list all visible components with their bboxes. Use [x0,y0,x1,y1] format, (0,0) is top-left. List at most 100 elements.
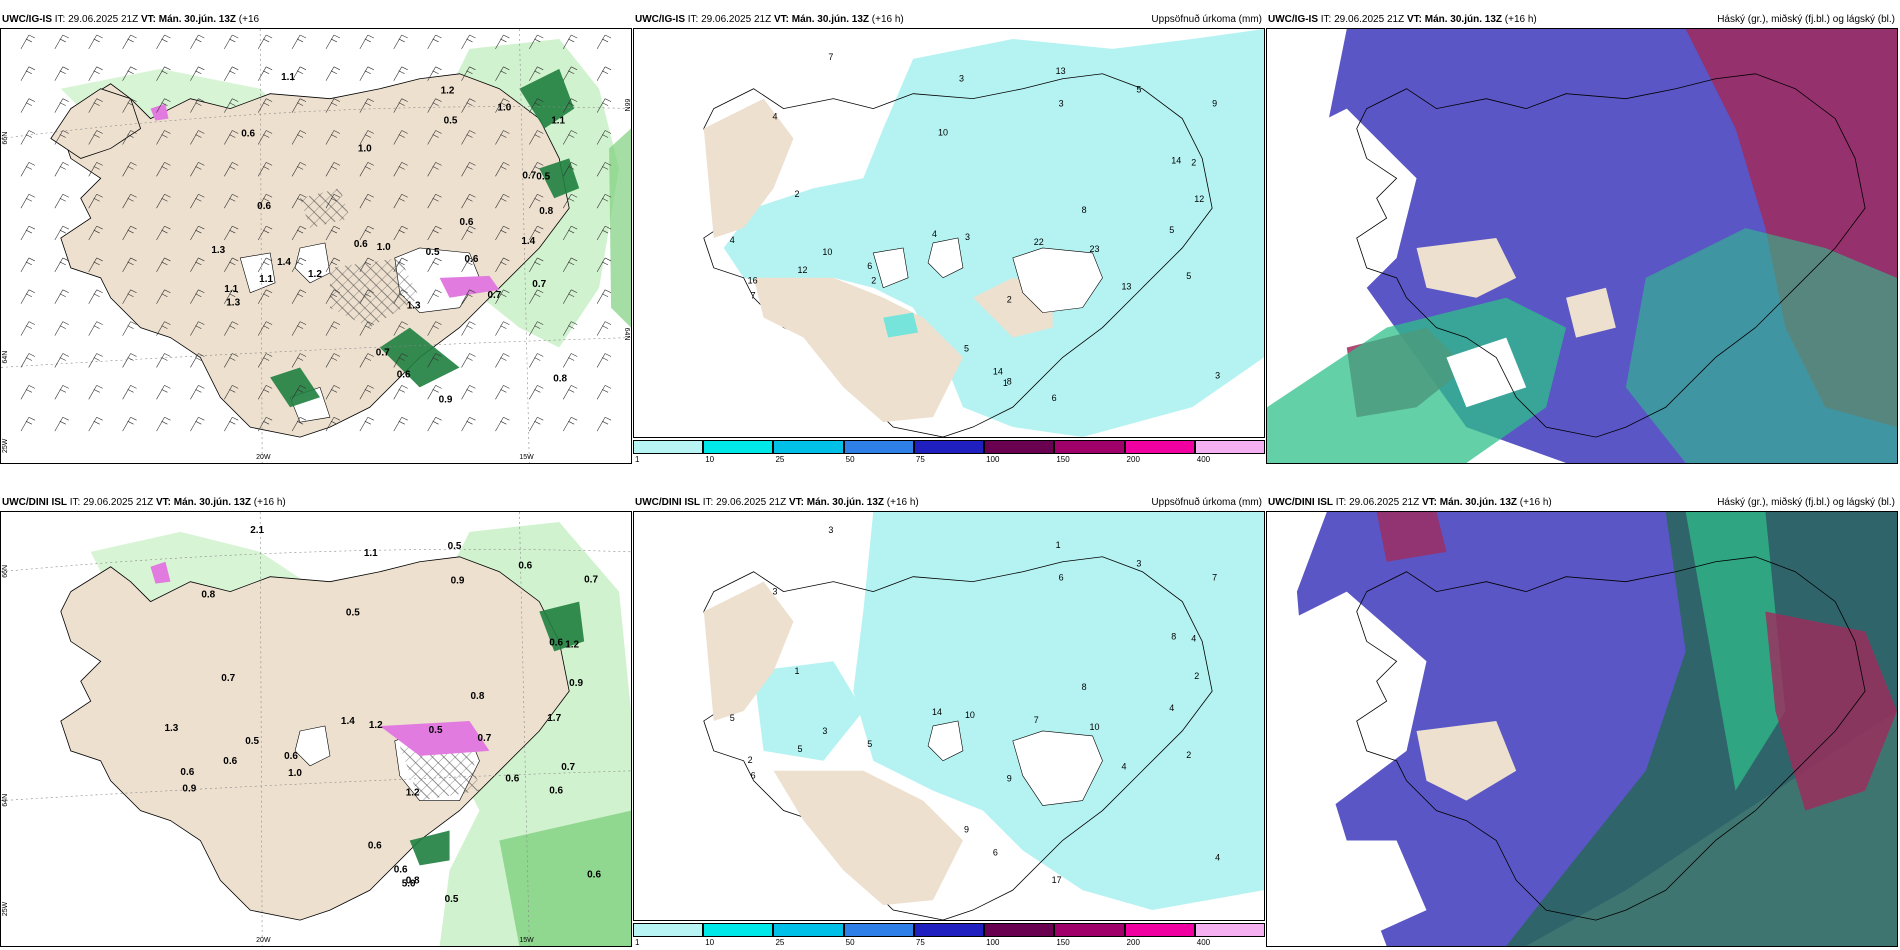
westfjords [50,88,142,159]
value-label: 22 [1034,237,1044,247]
value-label: 0.7 [487,290,501,301]
wind-barb [562,98,578,113]
colorbar: 1 10 25 50 75 100 150 200 400 [633,438,1265,464]
map-svg: 2543679853462512141222231416131013423571… [634,29,1264,437]
colorbar-tick: 150 [1056,455,1070,464]
value-label: 1.1 [364,548,378,559]
lat-label-64n: 64N [2,351,9,364]
wind-barb [495,353,510,368]
wind-barb [122,98,137,113]
colorbar-swatch [1124,923,1195,937]
value-label: 0.6 [241,129,255,140]
value-label: 5 [964,343,969,353]
wind-barb [54,162,69,177]
value-label: 1.3 [226,298,240,309]
wind-barb [427,321,442,336]
value-label: 2 [748,755,753,765]
wind-barb [291,98,307,113]
iceland-land [1356,73,1866,438]
precip-area-magenta [439,275,500,298]
init-time: IT: 29.06.2025 21Z [702,497,787,508]
value-label: 0.9 [451,576,465,587]
map-area[interactable]: 1 2 3 4 5 6 7 8 9 10 14 17 4 3 2 6 5 7 10 8 2 4 3 1 5 9 6 4 3 [633,511,1265,921]
value-label: 1 [794,666,799,676]
wind-barb [359,353,374,368]
value-label: 4 [1215,852,1220,862]
cloud-low [1685,512,1786,791]
wind-barb [257,193,273,209]
lat-label-66n: 66N [2,132,9,145]
panel-title: UWC/IG-IS IT: 29.06.2025 21Z VT: Mán. 30… [1266,12,1898,28]
wind-barb [562,130,578,145]
wind-barb [122,416,137,432]
colorbar-swatch [1054,440,1125,454]
wind-barb [461,289,476,304]
wind-barb [257,162,273,177]
colorbar-tick: 50 [845,455,855,464]
wind-barb [325,98,341,113]
wind-barb [122,130,137,145]
colorbar-swatch [773,440,844,454]
map-area[interactable]: 20W 15W 66N 64N 25W 66N 64N 0.6 0.7 0.6 0.8… [0,28,632,464]
wind-barb [122,289,137,304]
wind-barb [495,98,510,113]
wind-barb [291,353,307,368]
wind-barb [596,162,612,177]
wind-barb [291,289,307,304]
colorbar-swatch [633,440,704,454]
value-label: 0.7 [584,575,598,586]
wind-barb [427,130,442,145]
lat-label-66n-right: 66N [623,99,630,112]
wind-barb [122,66,137,81]
wind-barb [562,66,578,81]
value-label: 0.6 [465,254,479,265]
clear-sky [1267,108,1417,348]
colorbar-swatch [703,923,774,937]
wind-barb [596,385,612,400]
map-area[interactable]: 2 5 4 3 6 7 9 8 5 3 4 6 2 5 12 14 12 22 23 14 16 13 10 13 4 2 3 5 7 1… [633,28,1265,438]
wind-barb [325,289,341,304]
lead-time: (+16 h) [871,14,904,25]
wind-barb [461,66,476,81]
map-area[interactable] [1266,28,1898,464]
colorbar-swatch [984,923,1055,937]
land-visible [1416,238,1517,298]
wind-barb [596,193,612,209]
wind-barb [529,416,544,432]
wind-barb [20,193,36,209]
wind-barb [461,98,476,113]
value-label: 0.5 [448,541,462,552]
value-label: 1.2 [406,788,420,799]
value-label: 0.6 [587,869,601,880]
init-time: IT: 29.06.2025 21Z [69,497,154,508]
value-label: 1.0 [288,768,302,779]
wind-barb [325,257,341,273]
wind-barb [20,162,36,177]
clear-sky [1267,591,1427,831]
wind-barb [190,353,205,368]
value-label: 0.7 [376,348,390,359]
model-name: UWC/IG-IS [635,14,685,25]
colorbar-tick: 200 [1126,455,1140,464]
wind-barb [224,257,239,273]
wind-barb [562,193,578,209]
wind-barb [427,289,442,304]
value-label: 7 [828,52,833,62]
wind-barb [190,162,205,177]
wind-barb [325,416,341,432]
wind-barb [359,162,374,177]
map-area[interactable] [1266,511,1898,947]
value-label: 1 [1056,540,1061,550]
lat-label-25w: 25W [2,438,9,453]
value-label: 4 [932,229,937,239]
land-dry-west [703,581,794,721]
value-label: 1.0 [358,143,372,154]
value-label: 1.4 [341,716,355,727]
wind-barb [20,34,36,50]
wind-barb [495,34,510,50]
precip-area-green [609,128,631,328]
wind-barb [88,162,103,177]
map-area[interactable]: 20W 15W 66N 64N 25W 0.7 0.7 0.8 0.6 0.6 0.9 0.… [0,511,632,947]
wind-barb [190,66,205,81]
wind-barb [359,98,374,113]
